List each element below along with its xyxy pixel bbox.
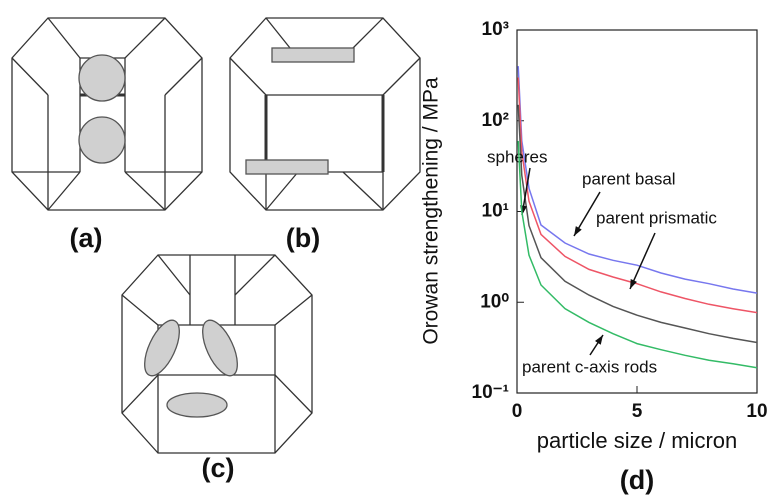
y-tick-label: 10³ xyxy=(482,19,509,40)
y-tick-label: 10² xyxy=(482,110,509,131)
sphere xyxy=(79,55,125,101)
annotation: parent prismatic xyxy=(596,208,717,227)
rod-end xyxy=(167,393,227,417)
y-tick-label: 10⁰ xyxy=(480,291,509,312)
y-axis-label: Orowan strengthening / MPa xyxy=(420,77,443,345)
panel-label: (b) xyxy=(286,223,320,253)
y-tick-label: 10¹ xyxy=(482,201,509,222)
prism-b xyxy=(230,18,420,210)
x-tick-label: 5 xyxy=(632,401,643,422)
rod xyxy=(272,48,354,62)
panel-label: (a) xyxy=(70,223,103,253)
panel-label: (c) xyxy=(202,453,235,483)
x-tick-label: 0 xyxy=(512,401,523,422)
x-tick-label: 10 xyxy=(746,401,767,422)
prism-a xyxy=(12,18,202,210)
panel-label: (d) xyxy=(620,465,654,495)
annotation: parent c-axis rods xyxy=(522,357,657,376)
annotation: spheres xyxy=(487,147,547,166)
y-tick-label: 10⁻¹ xyxy=(472,382,510,403)
figure: (a) (b) (c) (d) particle size / micron O… xyxy=(0,0,775,500)
annotation: parent basal xyxy=(582,169,676,188)
rod xyxy=(246,160,328,174)
line xyxy=(518,78,757,313)
arrow-head xyxy=(595,335,603,345)
arrow-head xyxy=(574,226,582,236)
sphere xyxy=(79,117,125,163)
x-axis-label: particle size / micron xyxy=(537,428,738,453)
